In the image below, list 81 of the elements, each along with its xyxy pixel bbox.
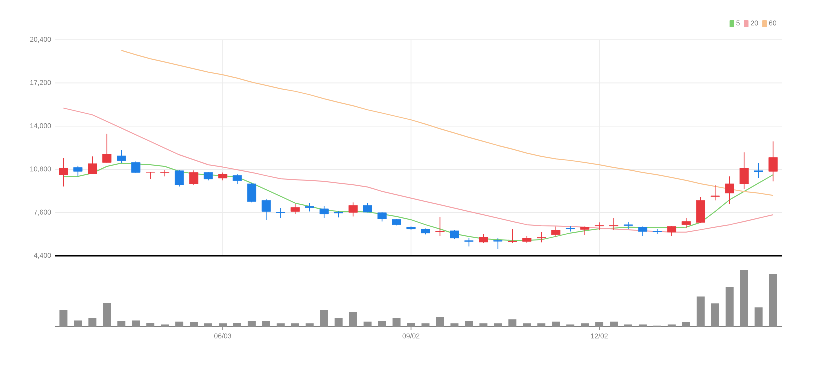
bar xyxy=(465,321,474,327)
candlestick xyxy=(146,172,156,180)
candlestick xyxy=(189,170,199,186)
candlestick xyxy=(609,218,619,230)
candlestick xyxy=(348,202,358,218)
candlestick xyxy=(710,184,720,202)
candlestick xyxy=(232,174,242,184)
bar xyxy=(118,321,126,327)
bar xyxy=(436,317,444,327)
candlestick xyxy=(436,216,445,236)
bar xyxy=(450,324,459,327)
candlestick xyxy=(754,162,764,179)
bar xyxy=(392,318,401,327)
candlestick xyxy=(59,158,68,188)
bar xyxy=(88,318,97,327)
candlestick xyxy=(667,226,676,236)
candlestick xyxy=(132,161,141,174)
bar xyxy=(204,324,213,327)
bar xyxy=(190,322,198,327)
bar xyxy=(407,323,416,327)
bar xyxy=(769,274,778,327)
bar xyxy=(276,324,285,327)
candlestick xyxy=(247,182,257,204)
bar xyxy=(218,324,227,327)
bar xyxy=(740,270,748,327)
bar xyxy=(711,304,720,327)
candlestick xyxy=(290,204,300,214)
bar xyxy=(610,322,618,327)
candlestick xyxy=(88,156,98,174)
bar xyxy=(596,322,604,327)
candlestick xyxy=(537,232,546,244)
bar xyxy=(523,324,532,327)
candlestick xyxy=(552,226,561,238)
bar xyxy=(378,321,386,327)
candlestick xyxy=(638,226,648,236)
candlestick xyxy=(320,206,329,219)
candlestick xyxy=(696,196,706,224)
candlestick xyxy=(160,170,170,178)
candlestick xyxy=(508,228,518,244)
candlestick xyxy=(479,234,488,244)
bar xyxy=(552,322,560,327)
bar xyxy=(349,312,358,327)
bar xyxy=(334,318,343,327)
candlestick xyxy=(117,150,126,164)
candlestick xyxy=(494,238,503,250)
bar xyxy=(176,322,184,327)
candlestick xyxy=(276,208,286,219)
bar xyxy=(262,321,270,327)
bar xyxy=(233,323,242,327)
bar xyxy=(754,308,763,327)
candlestick xyxy=(725,176,734,204)
line-series xyxy=(63,162,774,242)
bar xyxy=(291,324,300,327)
bar xyxy=(494,324,502,327)
bar xyxy=(74,320,82,327)
bar xyxy=(248,321,256,327)
candlestick xyxy=(768,141,778,182)
candlestick xyxy=(594,222,604,230)
bar xyxy=(103,303,112,327)
bar xyxy=(726,287,734,327)
bar xyxy=(60,310,68,327)
candlestick xyxy=(740,152,749,190)
bar xyxy=(682,322,690,327)
candlestick xyxy=(624,222,634,230)
candlestick xyxy=(682,218,691,229)
bar xyxy=(146,323,155,327)
bar xyxy=(320,310,328,327)
bar xyxy=(696,296,705,327)
candlestick xyxy=(74,166,83,178)
candlestick xyxy=(102,134,112,164)
bar xyxy=(422,324,430,327)
candlestick xyxy=(262,198,271,220)
bar xyxy=(364,322,372,327)
bar xyxy=(508,320,517,327)
candlestick xyxy=(334,210,344,218)
candlestick xyxy=(175,170,184,188)
bar xyxy=(581,324,590,327)
bar xyxy=(480,324,488,327)
bar xyxy=(538,324,546,327)
bar xyxy=(132,320,140,327)
bar xyxy=(306,324,314,327)
